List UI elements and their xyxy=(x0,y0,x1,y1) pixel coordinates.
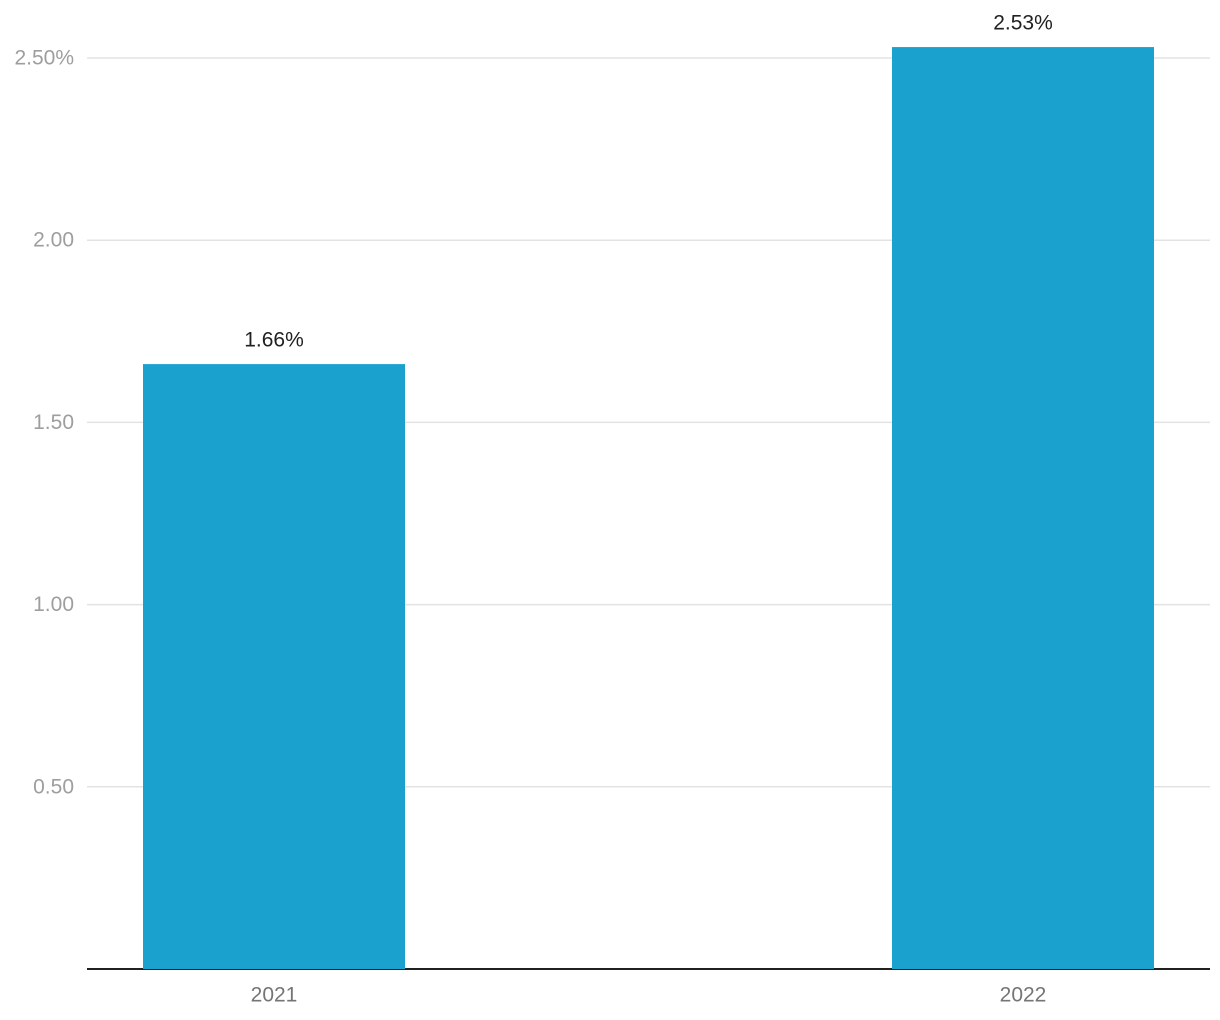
y-tick-label: 0.50 xyxy=(33,775,74,798)
y-tick-label: 1.50 xyxy=(33,411,74,434)
x-tick-label: 2022 xyxy=(1000,984,1047,1007)
y-tick-label: 2.00 xyxy=(33,229,74,252)
x-tick-label: 2021 xyxy=(251,984,298,1007)
y-tick-label: 1.00 xyxy=(33,593,74,616)
value-label: 2.53% xyxy=(993,12,1053,35)
value-label: 1.66% xyxy=(244,329,304,352)
bar xyxy=(143,364,405,969)
y-tick-label: 2.50% xyxy=(14,47,74,70)
bar xyxy=(892,47,1154,970)
